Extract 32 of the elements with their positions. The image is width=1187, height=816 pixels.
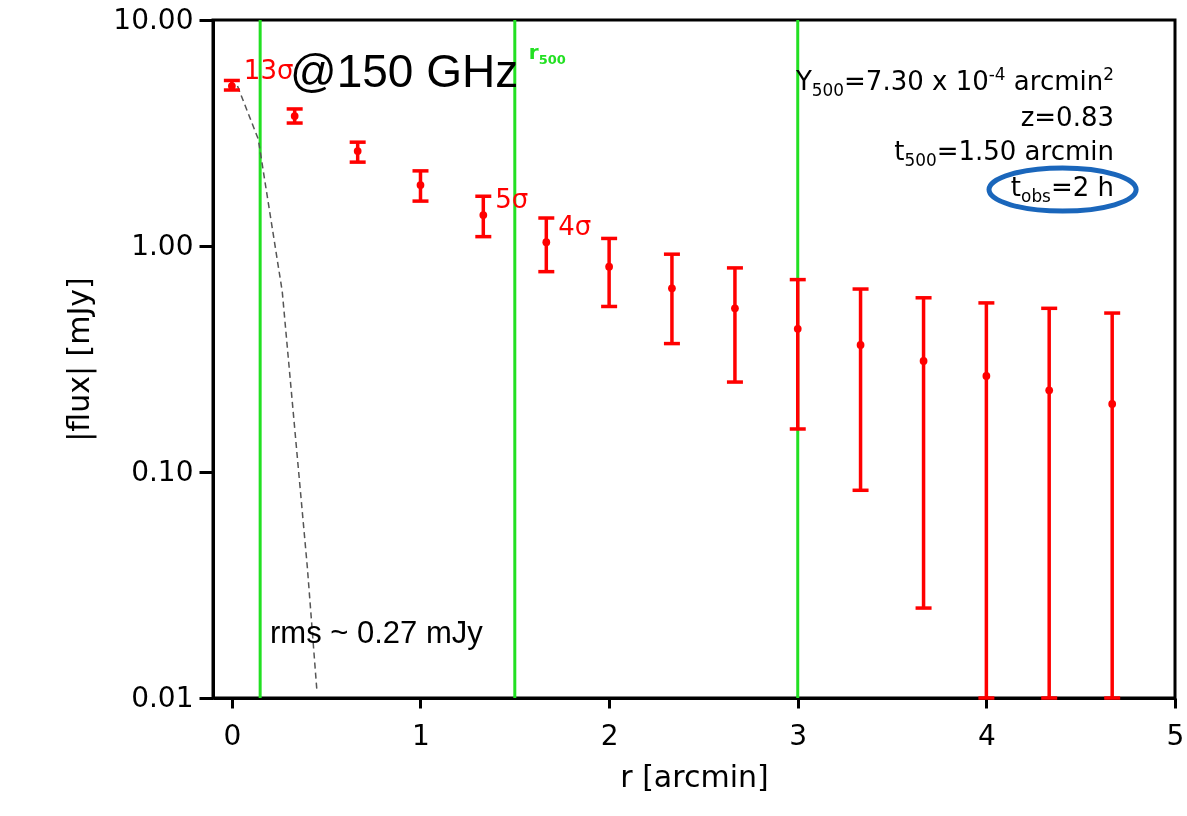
annotation: z=0.83 xyxy=(1020,102,1114,132)
ref-line-label: r$_{500}$ xyxy=(528,40,566,67)
x-tick-label: 2 xyxy=(600,718,619,752)
point xyxy=(919,357,928,365)
point xyxy=(856,341,865,349)
point xyxy=(416,181,425,189)
point xyxy=(542,238,551,247)
point xyxy=(605,262,613,271)
point xyxy=(290,112,299,120)
y-tick-label: 0.01 xyxy=(131,680,194,714)
point xyxy=(479,211,488,219)
x-tick-label: 5 xyxy=(1166,718,1185,752)
y-axis-title: |flux| [mJy] xyxy=(61,277,98,442)
point xyxy=(1108,400,1117,408)
annotation: rms ~ 0.27 mJy xyxy=(270,615,483,650)
x-tick-label: 0 xyxy=(223,718,242,752)
y-tick-label: 0.10 xyxy=(131,454,194,488)
point xyxy=(353,147,362,155)
annotation: t$_{500}$=1.50 arcmin xyxy=(894,136,1114,171)
x-tick-label: 4 xyxy=(977,718,996,752)
y-tick-label: 1.00 xyxy=(131,228,194,262)
point xyxy=(731,304,739,313)
y-tick-label: 10.00 xyxy=(113,2,194,36)
point xyxy=(668,284,676,293)
annotation: t$_{obs}$=2 h xyxy=(1010,172,1114,207)
x-tick-label: 1 xyxy=(412,718,430,752)
point xyxy=(793,324,802,333)
x-tick-label: 3 xyxy=(789,718,808,752)
point xyxy=(982,372,991,380)
point xyxy=(1045,386,1054,395)
x-axis-title: r [arcmin] xyxy=(620,758,769,794)
annotation: 4σ xyxy=(558,211,592,242)
